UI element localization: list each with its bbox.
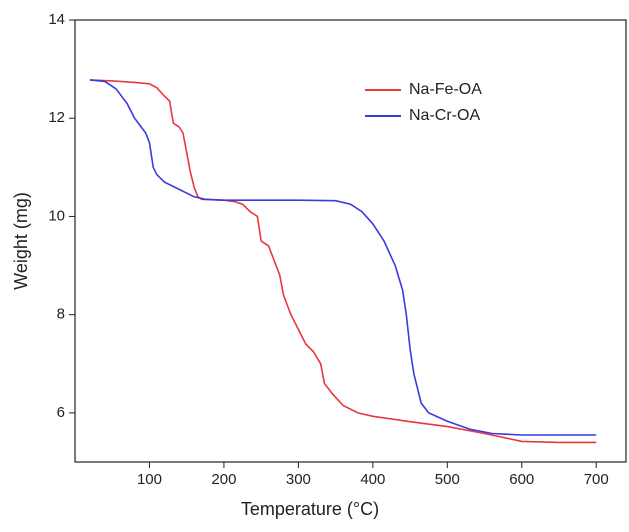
x-tick-label: 300 <box>286 471 311 488</box>
x-tick-label: 100 <box>137 471 162 488</box>
y-axis-label: Weight (mg) <box>11 192 31 290</box>
x-tick-label: 200 <box>211 471 236 488</box>
y-tick-label: 6 <box>57 404 65 421</box>
y-tick-label: 8 <box>57 306 65 323</box>
x-tick-label: 400 <box>360 471 385 488</box>
legend-label: Na-Fe-OA <box>409 81 482 98</box>
x-tick-label: 600 <box>509 471 534 488</box>
x-axis-label: Temperature (°C) <box>241 499 379 519</box>
y-tick-label: 14 <box>48 11 65 28</box>
x-tick-label: 500 <box>435 471 460 488</box>
legend-label: Na-Cr-OA <box>409 107 480 124</box>
data-line <box>89 79 597 436</box>
plot-frame <box>74 19 627 463</box>
x-tick-label: 700 <box>584 471 609 488</box>
y-tick-label: 10 <box>48 207 65 224</box>
y-tick-label: 12 <box>48 109 65 126</box>
data-line <box>89 79 597 444</box>
